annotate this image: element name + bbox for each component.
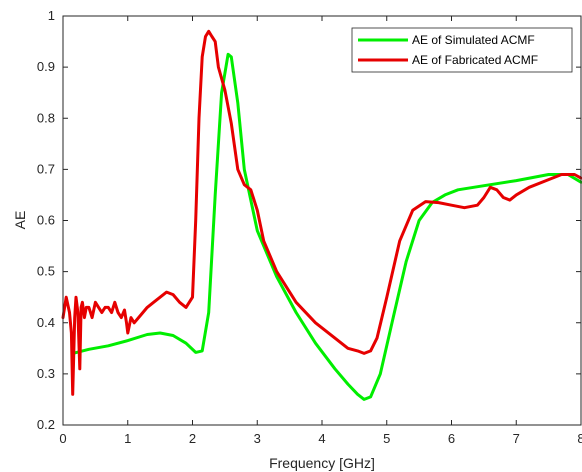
- plot-lines: [61, 29, 582, 401]
- x-tick-label: 7: [513, 431, 520, 446]
- y-axis-label: AE: [12, 211, 28, 230]
- x-tick-label: 8: [577, 431, 582, 446]
- x-tick-label: 3: [254, 431, 261, 446]
- legend-label-simulated: AE of Simulated ACMF: [412, 33, 535, 47]
- y-tick-label: 0.6: [37, 213, 55, 228]
- legend: AE of Simulated ACMF AE of Fabricated AC…: [351, 27, 573, 73]
- y-tick-label: 0.7: [37, 161, 55, 176]
- y-tick-label: 0.3: [37, 366, 55, 381]
- x-tick-label: 4: [318, 431, 325, 446]
- x-tick-label: 5: [383, 431, 390, 446]
- y-tick-label: 0.8: [37, 110, 55, 125]
- x-tick-label: 1: [124, 431, 131, 446]
- y-axis: 0.2 0.3 0.4 0.5 0.6 0.7 0.8 0.9 1: [37, 8, 581, 432]
- x-axis: 0 1 2 3 4 5 6 7 8: [59, 16, 582, 446]
- legend-label-fabricated: AE of Fabricated ACMF: [412, 53, 538, 67]
- legend-box: [351, 27, 573, 73]
- x-tick-label: 6: [448, 431, 455, 446]
- x-axis-label: Frequency [GHz]: [269, 455, 375, 471]
- series-line-fabricated: [61, 29, 582, 396]
- x-tick-label: 0: [59, 431, 66, 446]
- x-tick-label: 2: [189, 431, 196, 446]
- y-tick-label: 0.4: [37, 315, 55, 330]
- y-tick-label: 0.5: [37, 264, 55, 279]
- y-tick-label: 1: [48, 8, 55, 23]
- series-line-simulated: [71, 52, 582, 401]
- y-tick-label: 0.2: [37, 417, 55, 432]
- y-tick-label: 0.9: [37, 59, 55, 74]
